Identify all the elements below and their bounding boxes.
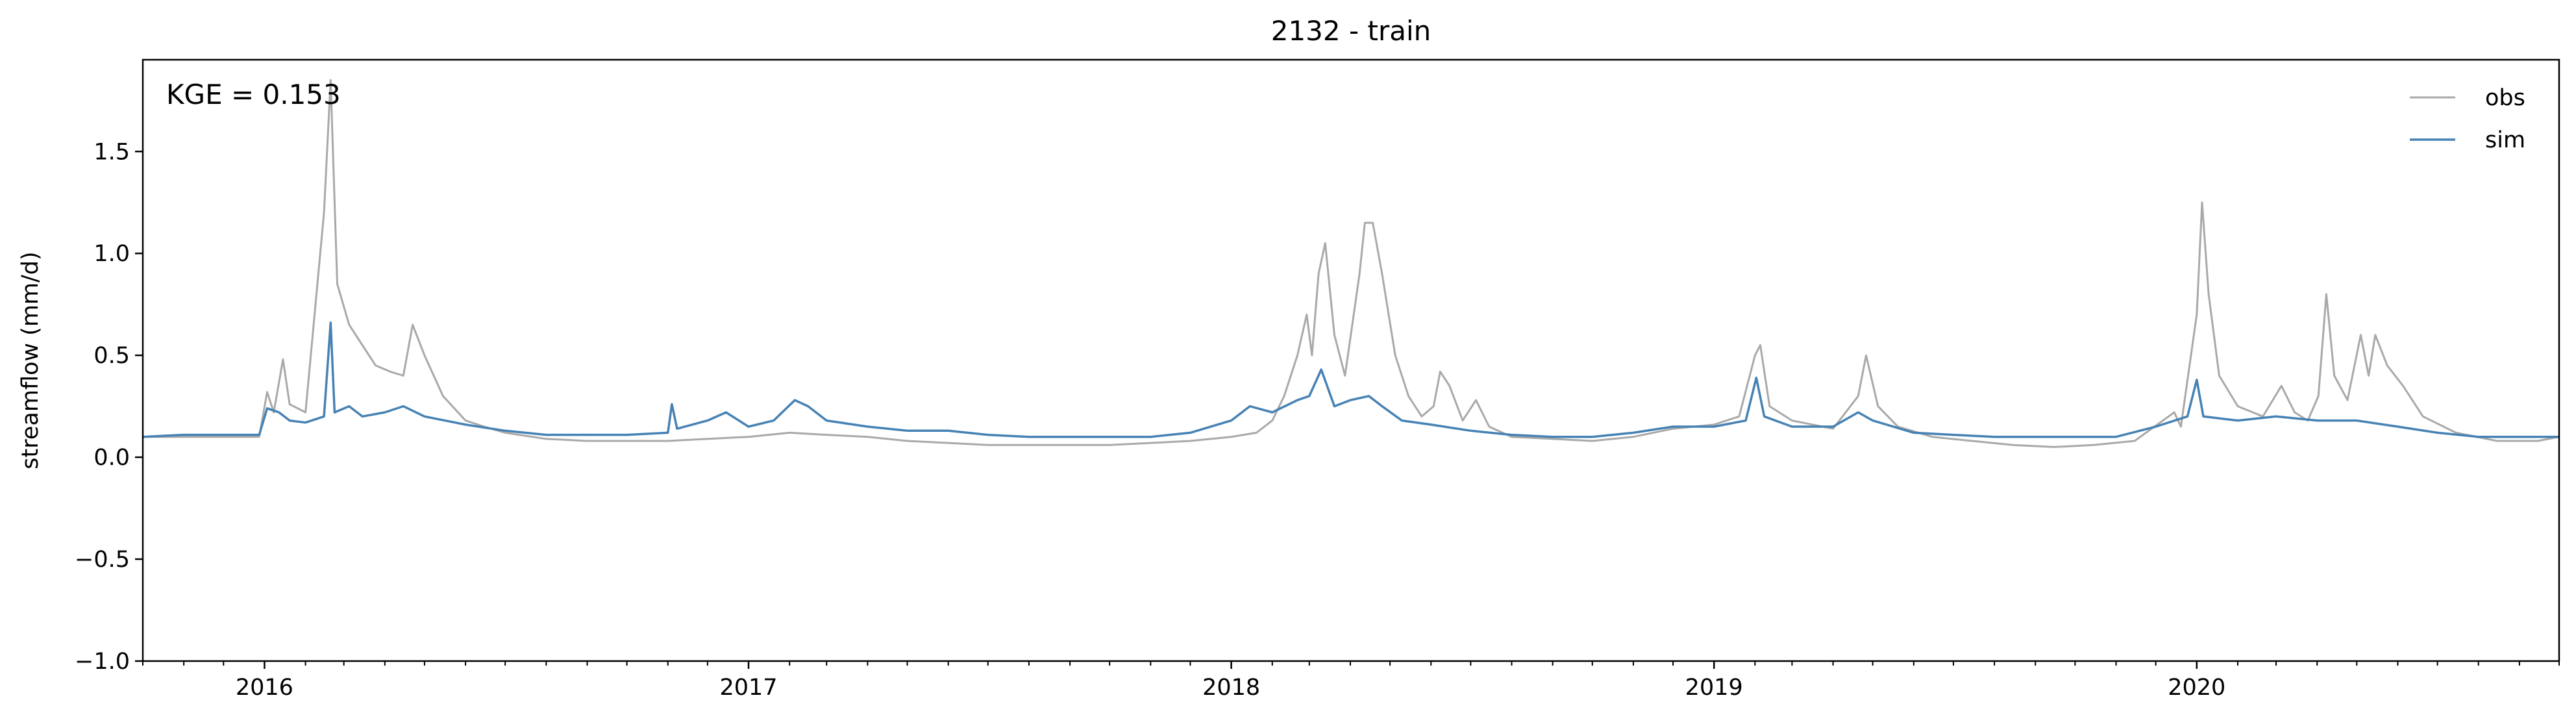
x-axis: 2016 2017 2018 2019 2020: [142, 661, 2560, 701]
chart-title: 2132 - train: [1271, 15, 1431, 47]
legend-label-obs: obs: [2485, 85, 2525, 111]
y-axis: −1.0 −0.5 0.0 0.5 1.0 1.5: [75, 139, 143, 675]
x-tick-label: 2018: [1202, 675, 1260, 701]
y-tick-label: 0.5: [93, 343, 130, 369]
y-axis-label: streamflow (mm/d): [18, 251, 43, 469]
x-tick-label: 2016: [236, 675, 293, 701]
x-tick-label: 2020: [2168, 675, 2225, 701]
series-line-sim: [142, 321, 2559, 438]
plot-series: [142, 79, 2560, 448]
x-tick-label: 2017: [720, 675, 778, 701]
legend: obs sim: [2410, 85, 2525, 153]
y-tick-label: −0.5: [75, 547, 130, 573]
y-tick-label: 1.0: [93, 241, 130, 267]
x-tick-label: 2019: [1685, 675, 1743, 701]
y-tick-label: 0.0: [93, 445, 130, 471]
y-tick-label: 1.5: [93, 139, 130, 165]
y-tick-label: −1.0: [75, 649, 130, 675]
series-line-obs: [143, 79, 2560, 448]
legend-label-sim: sim: [2485, 127, 2525, 153]
plot-frame: [142, 58, 2560, 662]
kge-annotation: KGE = 0.153: [166, 79, 341, 110]
